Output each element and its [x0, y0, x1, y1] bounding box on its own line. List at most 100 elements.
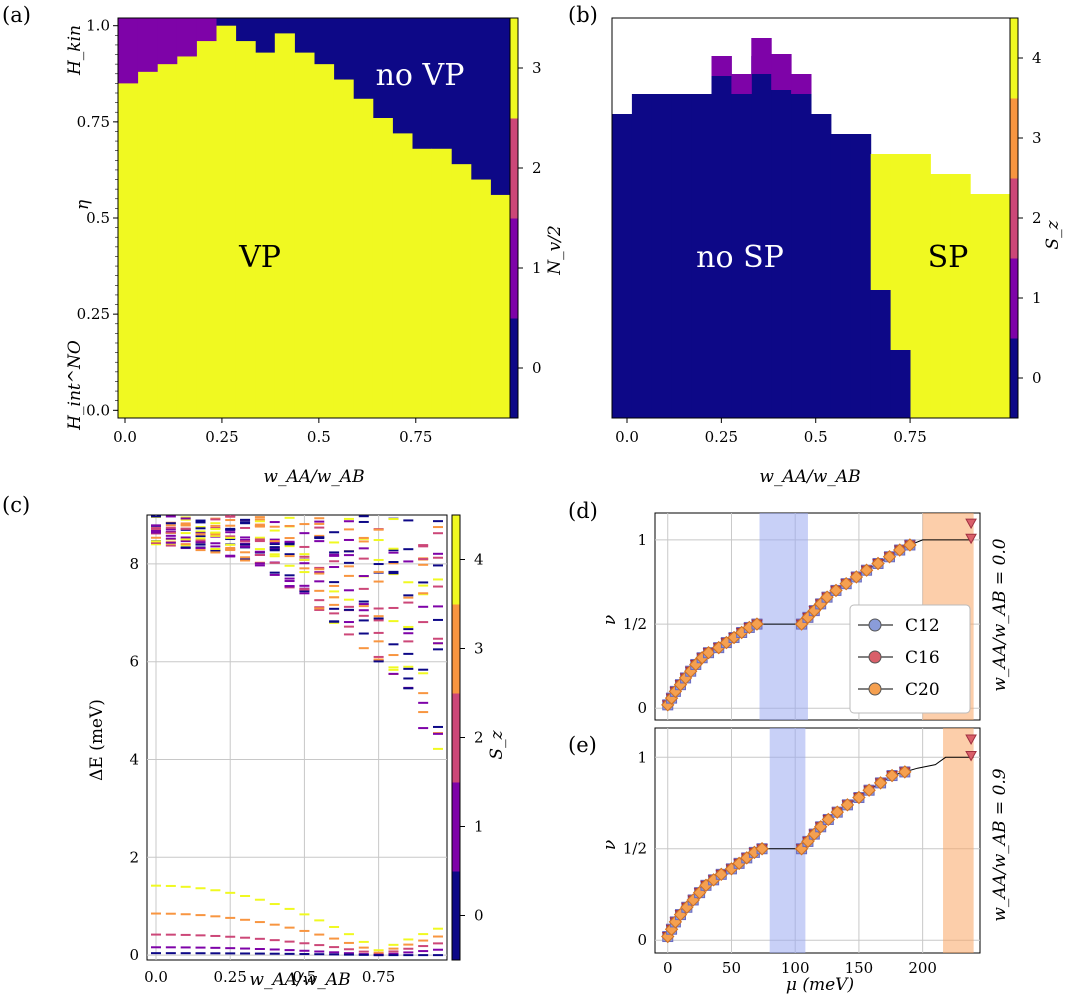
panel-a-magenta-cell: [118, 18, 139, 84]
panel-d-y-tick-label: 0: [637, 699, 647, 717]
panel-d-side-label: w_AA/w_AB = 0.0: [990, 538, 1010, 691]
panel-b-colorbar: 0 1 2 3 4: [1009, 17, 1042, 419]
panel-e-c20-marker: [755, 842, 769, 856]
panel-c-cbar-label: S_z: [487, 729, 507, 759]
panel-b-cell: [631, 94, 653, 418]
panel-a-magenta-cell: [137, 18, 158, 72]
panel-a-vp-cell: [392, 133, 413, 418]
panel-b-sp-cell: [970, 194, 991, 418]
region-no-sp: no SP: [696, 240, 784, 275]
panel-c-colorbar: 0 1 2 3 4: [451, 514, 484, 961]
panel-c-frame: [146, 514, 448, 961]
panel-d-c20-marker: [882, 550, 897, 564]
panel-e-x-label: μ (meV): [786, 975, 854, 995]
panel-b-sp-cell: [930, 174, 951, 418]
panel-d-label: (d): [568, 499, 598, 523]
panel-e-x-tick-label: 50: [722, 959, 741, 977]
panel-a-hkin-label: H_kin: [65, 25, 85, 76]
panel-b-cell: [811, 114, 832, 418]
panel-a-cbar-tick-label: 1: [532, 259, 542, 277]
panel-a-y-tick-label: 1.0: [86, 17, 110, 35]
panel-e: (e) 01/210 50 100 150 200 ν w_AA/w_AB = 0.9 …: [568, 727, 1010, 995]
panel-b-sp-cell: [990, 194, 1011, 418]
panel-d-c20-marker: [829, 583, 843, 598]
panel-b-cell: [850, 134, 872, 418]
panel-a-vp-cell: [196, 25, 217, 418]
panel-b-label: (b): [568, 3, 598, 27]
legend-marker: [868, 650, 882, 664]
panel-a-vp-cell: [294, 52, 315, 418]
panel-d-c20-marker: [750, 617, 764, 631]
panel-a-x-tick-label: 0.5: [307, 428, 331, 446]
panel-a-cbar-tick-label: 0: [532, 359, 542, 377]
panel-a-magenta-cell: [157, 18, 178, 65]
panel-a-cbar-band: [510, 118, 518, 219]
panel-e-x-tick-label: 200: [908, 959, 937, 977]
panel-b-cell: [751, 56, 772, 418]
panel-a-x-tick-label: 0.75: [399, 428, 432, 446]
panel-c: (c) 0.0 0.25 0.5 0.75 0 2 4 6 8 w_AA/w_AB ΔE (m…: [2, 493, 507, 990]
panel-c-y-tick-label: 0: [129, 946, 139, 964]
panel-b-cell: [612, 114, 633, 418]
panel-e-label: (e): [568, 733, 597, 757]
panel-a-y-ticks: 0.0 0.25 0.5 0.75 1.0: [77, 17, 118, 419]
panel-d-c16-marker: [965, 518, 977, 530]
panel-b-cbar-band: [1010, 338, 1018, 419]
panel-b-x-tick-label: 0.75: [893, 428, 926, 446]
panel-b-sp-cell: [870, 154, 892, 290]
panel-a-cbar-label: N_v/2: [545, 225, 565, 276]
panel-a-magenta-cell: [196, 18, 217, 42]
panel-e-c20-marker: [898, 765, 912, 779]
panel-c-cbar-tick-label: 0: [474, 907, 484, 925]
panel-b-cbar-band: [1010, 98, 1018, 179]
panel-a-vp-cell: [431, 148, 452, 418]
panel-c-levels: [151, 515, 443, 957]
panel-c-y-ticks: 0 2 4 6 8: [129, 555, 139, 964]
panel-e-c20-marker: [840, 798, 855, 812]
panel-c-y-tick-label: 8: [129, 555, 139, 573]
panel-a: (a) 0.0 0.25 0.5 0.75 0.0 0.25 0.5 0.75 1.0 w_A…: [2, 3, 565, 487]
legend-label: C12: [905, 616, 940, 636]
panel-d-c16-marker: [965, 533, 977, 545]
panel-b-x-tick-label: 0.0: [615, 428, 639, 446]
panel-c-cbar-band: [452, 693, 460, 783]
panel-e-x-tick-label: 100: [781, 959, 810, 977]
panel-a-hint-label: H_int^NO: [65, 340, 85, 431]
panel-a-cbar-band: [510, 318, 518, 419]
panel-c-label: (c): [2, 493, 30, 517]
panel-a-vp-cell: [490, 194, 511, 418]
panel-a-vp-cell: [372, 118, 393, 418]
panel-d-y-label: ν: [600, 615, 620, 625]
panel-b-cell: [791, 94, 812, 418]
panel-b-cell: [691, 94, 712, 418]
panel-c-x-tick-label: 0.75: [362, 968, 395, 986]
panel-a-x-tick-label: 0.25: [205, 428, 238, 446]
panel-d-plot: 0 1/2 1: [623, 512, 981, 721]
panel-e-c20-marker: [714, 867, 728, 882]
panel-a-vp-cell: [274, 33, 295, 419]
panel-b-cbar-label: S_z: [1043, 219, 1063, 249]
panel-e-band-orange: [943, 728, 974, 953]
panel-b-cbar-tick-label: 3: [1032, 129, 1042, 147]
panel-a-cbar-tick-label: 3: [532, 59, 542, 77]
panel-a-cbar-outline: [509, 17, 519, 419]
panel-e-c16-marker: [965, 750, 977, 762]
panel-d-c20-marker: [903, 538, 917, 552]
panel-e-x-tick-label: 0: [663, 959, 673, 977]
panel-e-c20-marker: [852, 790, 866, 805]
legend-marker: [868, 618, 882, 632]
region-no-vp: no VP: [376, 58, 465, 93]
panel-b-magenta-cell: [751, 38, 772, 74]
panel-e-plot: 0 1/2 1 0 50 100 150 200: [623, 727, 981, 977]
panel-c-cbar-tick-label: 2: [474, 729, 484, 747]
panel-c-x-label: w_AA/w_AB: [249, 970, 350, 990]
panel-e-y-tick-label: 0: [637, 931, 647, 949]
panel-a-vp-cell: [353, 98, 374, 419]
panel-a-cbar-band: [510, 18, 518, 119]
panel-c-cbar-band: [452, 871, 460, 961]
panel-a-vp-cell: [216, 25, 237, 418]
panel-e-y-label: ν: [600, 840, 620, 850]
region-sp: SP: [928, 240, 969, 275]
region-vp: VP: [238, 240, 281, 275]
